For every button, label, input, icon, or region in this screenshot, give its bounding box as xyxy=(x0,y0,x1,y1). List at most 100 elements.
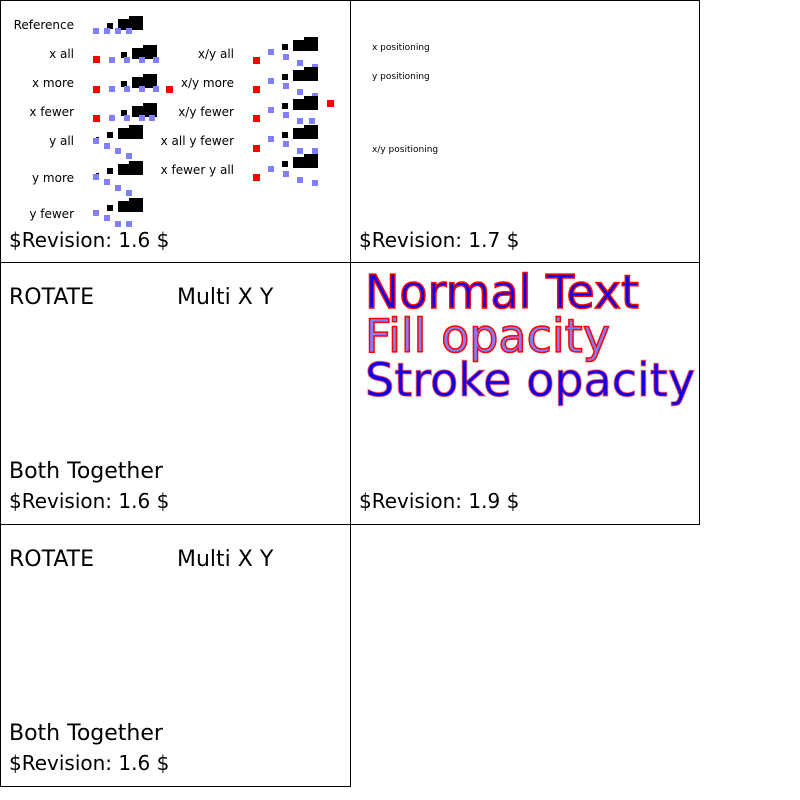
marker-blue xyxy=(283,83,289,89)
glyph xyxy=(118,128,129,139)
marker-blue xyxy=(283,141,289,147)
glyph xyxy=(304,67,318,81)
marker-blue xyxy=(93,28,99,34)
glyph xyxy=(118,201,129,212)
marker-blue xyxy=(153,86,159,92)
marker-blue xyxy=(109,115,115,121)
glyph xyxy=(143,74,157,88)
marker-blue xyxy=(124,86,130,92)
panel-rotate: ROTATE Multi X Y Both Together $Revision… xyxy=(0,262,351,525)
marker-red xyxy=(327,100,334,107)
marker-blue xyxy=(115,148,121,154)
marker-blue xyxy=(109,86,115,92)
marker-blue xyxy=(126,153,132,159)
glyph xyxy=(107,168,113,174)
marker-blue xyxy=(297,89,303,95)
glyph xyxy=(118,19,129,30)
glyph xyxy=(282,161,288,167)
fill-opacity-text: Fill opacity xyxy=(364,309,610,363)
glyph xyxy=(121,81,127,87)
marker-blue xyxy=(268,136,274,142)
glyph xyxy=(129,161,143,175)
marker-blue xyxy=(139,57,145,63)
panel-opacity: Normal Text Fill opacity Stroke opacity … xyxy=(350,262,700,525)
marker-blue xyxy=(124,57,130,63)
glyph xyxy=(282,74,288,80)
marker-blue xyxy=(109,57,115,63)
glyph xyxy=(132,77,143,88)
revision-label: $Revision: 1.6 $ xyxy=(9,489,170,513)
glyph xyxy=(304,154,318,168)
glyph xyxy=(129,125,143,139)
marker-blue xyxy=(93,174,99,180)
glyph xyxy=(282,44,288,50)
label-xy-positioning: x/y positioning xyxy=(372,145,439,155)
marker-blue xyxy=(115,221,121,227)
marker-red xyxy=(253,115,260,122)
glyph xyxy=(282,103,288,109)
label-x-all: x all xyxy=(49,47,74,61)
marker-blue xyxy=(93,210,99,216)
glyph xyxy=(143,45,157,59)
marker-blue xyxy=(104,28,110,34)
glyph xyxy=(293,157,304,168)
marker-blue xyxy=(139,115,145,121)
label-x-fewer-y-all: x fewer y all xyxy=(160,163,234,177)
marker-blue xyxy=(297,60,303,66)
glyph xyxy=(304,96,318,110)
panel-text-positioning: Reference x all x more x fewer y all y m… xyxy=(0,0,351,263)
label-y-positioning: y positioning xyxy=(372,72,430,82)
marker-blue xyxy=(283,54,289,60)
both-together-text: Both Together xyxy=(9,459,163,484)
marker-red xyxy=(253,57,260,64)
marker-blue xyxy=(104,179,110,185)
marker-blue xyxy=(153,57,159,63)
marker-blue xyxy=(297,118,303,124)
label-reference: Reference xyxy=(13,18,74,32)
glyph xyxy=(107,132,113,138)
marker-red xyxy=(93,115,100,122)
marker-blue xyxy=(126,190,132,196)
marker-red xyxy=(93,86,100,93)
marker-blue xyxy=(126,28,132,34)
glyph xyxy=(293,99,304,110)
rotate-text: ROTATE xyxy=(9,547,95,572)
glyph xyxy=(293,128,304,139)
stroke-opacity-text: Stroke opacity xyxy=(364,353,696,407)
revision-label: $Revision: 1.7 $ xyxy=(359,228,520,252)
marker-red xyxy=(253,174,260,181)
normal-text: Normal Text xyxy=(364,265,640,319)
marker-red xyxy=(253,145,260,152)
glyph xyxy=(129,16,143,30)
marker-blue xyxy=(309,118,315,124)
both-together-text: Both Together xyxy=(9,721,163,746)
revision-label: $Revision: 1.6 $ xyxy=(9,751,170,775)
label-y-more: y more xyxy=(32,171,74,185)
label-x-positioning: x positioning xyxy=(372,43,430,53)
multi-xy-text: Multi X Y xyxy=(177,285,274,310)
marker-blue xyxy=(268,166,274,172)
label-x-more: x more xyxy=(32,76,74,90)
marker-red xyxy=(93,56,100,63)
marker-blue xyxy=(312,148,318,154)
marker-blue xyxy=(297,177,303,183)
marker-blue xyxy=(283,112,289,118)
marker-blue xyxy=(297,148,303,154)
label-y-fewer: y fewer xyxy=(29,207,74,221)
marker-blue xyxy=(115,28,121,34)
marker-blue xyxy=(268,107,274,113)
marker-blue xyxy=(268,78,274,84)
marker-red xyxy=(253,86,260,93)
glyph xyxy=(107,23,113,29)
marker-blue xyxy=(283,171,289,177)
panel-positioning-markers: x positioning y positioning x/y position… xyxy=(350,0,700,263)
marker-blue xyxy=(115,185,121,191)
revision-label: $Revision: 1.6 $ xyxy=(9,228,170,252)
marker-blue xyxy=(149,115,155,121)
marker-blue xyxy=(268,49,274,55)
multi-xy-text: Multi X Y xyxy=(177,547,274,572)
marker-blue xyxy=(312,180,318,186)
glyph xyxy=(121,110,127,116)
marker-blue xyxy=(104,215,110,221)
marker-blue xyxy=(93,138,99,144)
